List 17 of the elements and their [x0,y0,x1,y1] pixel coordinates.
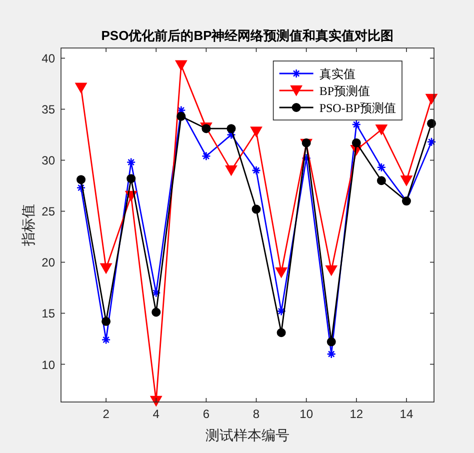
y-tick-label: 20 [42,256,56,270]
x-tick-label: 2 [102,407,110,421]
y-tick-label: 30 [42,154,56,168]
y-tick-label: 25 [42,204,56,219]
x-tick-label: 4 [152,407,160,421]
xlabel: 测试样本编号 [206,429,290,444]
x-tick-label: 10 [300,407,314,421]
y-tick-label: 15 [42,306,56,321]
x-tick-label: 8 [252,407,260,421]
y-tick-label: 35 [42,102,56,117]
x-tick-label: 12 [350,407,364,421]
y-tick-label: 40 [42,52,56,66]
ylabel: 指标值 [22,204,37,246]
x-tick-label: 6 [202,407,210,421]
x-tick-label: 14 [400,407,414,421]
y-tick-label: 10 [42,358,56,372]
title: PSO优化前后的BP神经网络预测值和真实值对比图 [101,28,394,43]
